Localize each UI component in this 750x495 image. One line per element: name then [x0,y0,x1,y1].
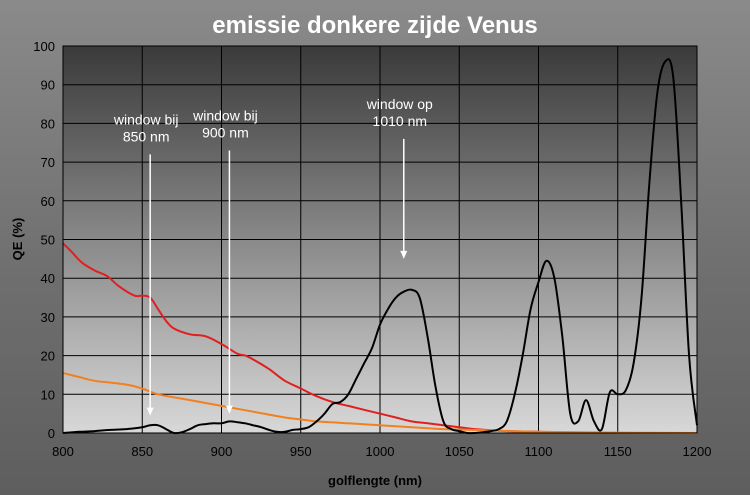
y-tick-label: 60 [41,194,55,209]
emission-curve [62,58,698,435]
series-lines [62,58,698,435]
x-tick-label: 1000 [366,444,395,459]
x-axis-label: golflengte (nm) [328,473,422,488]
plot-border [62,45,698,434]
y-tick-label: 0 [48,426,55,441]
x-tick-label: 1150 [604,444,632,459]
y-tick-label: 80 [41,116,55,131]
y-axis-label: QE (%) [10,218,25,261]
x-tick-label: 800 [52,444,74,459]
x-tick-label: 1200 [683,444,712,459]
y-tick-label: 40 [41,271,55,286]
x-tick-label: 850 [131,444,153,459]
y-tick-label: 70 [41,155,55,170]
annotation-label: window bij [113,111,179,127]
arrow-head-icon [225,405,233,414]
red-curve [62,242,698,435]
tick-labels: 0 10 20 30 40 50 60 70 80 90 100 800 850 900 950 1000 10… [33,39,711,459]
y-tick-label: 90 [41,78,55,93]
x-tick-label: 1100 [525,444,553,459]
x-tick-label: 950 [290,444,312,459]
y-tick-label: 20 [41,349,55,364]
y-tick-label: 10 [41,387,55,402]
annotation-label: 1010 nm [373,113,427,129]
annotation-label: window op [366,96,433,112]
chart-title: emissie donkere zijde Venus [212,12,537,39]
annotation-label: 850 nm [123,128,170,144]
y-tick-label: 50 [41,233,55,248]
x-tick-label: 900 [211,444,233,459]
orange-curve [62,372,698,434]
y-tick-label: 100 [33,39,55,54]
y-tick-label: 30 [41,310,55,325]
annotation-label: window bij [192,107,258,123]
x-tick-label: 1050 [445,444,474,459]
annotation-label: 900 nm [202,124,249,140]
arrow-head-icon [400,250,408,259]
arrow-head-icon [146,407,154,416]
